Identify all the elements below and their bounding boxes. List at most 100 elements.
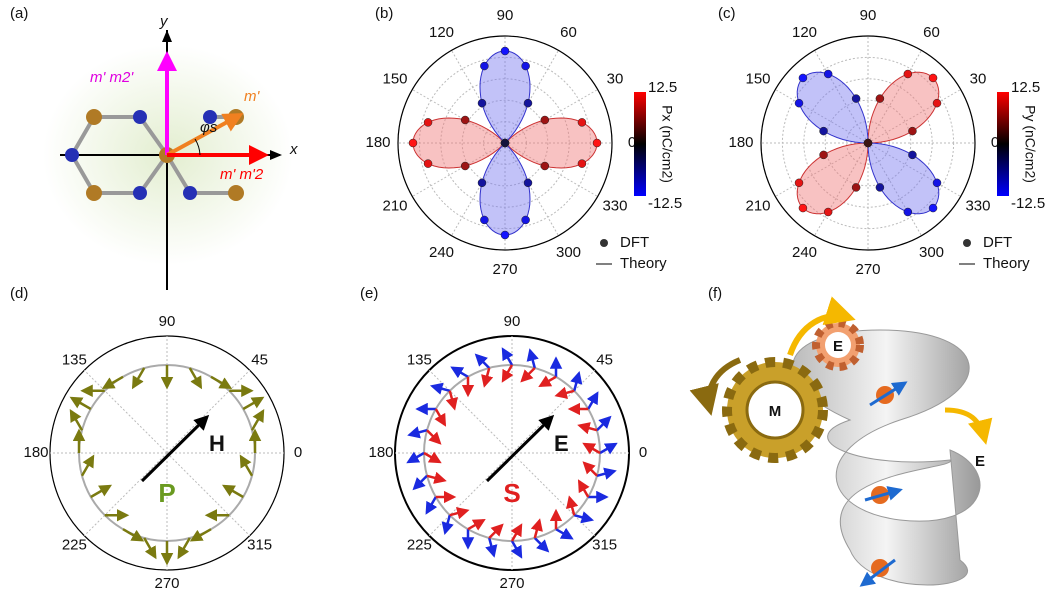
arrow-blue [526, 348, 539, 369]
arrow-red [449, 507, 470, 520]
colorbar [997, 92, 1009, 196]
angle-tick-label: 45 [596, 351, 613, 368]
dft-point [863, 138, 873, 148]
grid-line [412, 142, 506, 197]
arrow-red [510, 523, 523, 542]
arrow [143, 537, 157, 560]
angle-tick-label: 270 [499, 575, 524, 592]
dft-point [480, 215, 489, 225]
arrow-red [467, 518, 486, 531]
grid-line [166, 452, 251, 537]
arrow [239, 454, 254, 477]
grid-line [511, 452, 596, 537]
dft-point [577, 118, 587, 127]
grid-ring [824, 99, 912, 187]
panel-label: (a) [10, 5, 28, 22]
symmetry-label: m' [244, 88, 260, 105]
angle-tick-label: 210 [745, 197, 770, 214]
legend-dot [600, 239, 608, 247]
angle-tick-label: 0 [628, 134, 636, 151]
dft-point [851, 183, 861, 192]
colorbar-title: Px (nC/cm2) [659, 105, 675, 183]
angle-tick-label: 0 [639, 444, 647, 461]
dft-point [819, 126, 828, 136]
polar-panel_d: 0 45 90 135 180 225 270 315 [23, 313, 302, 592]
legend-dot [963, 239, 971, 247]
angle-tick-label: 150 [745, 70, 770, 87]
polar-panel_c: 0 30 60 90 120 150 180 210 240 270 300 330 [728, 7, 999, 278]
field-arrow [140, 414, 210, 483]
grid-line [83, 452, 168, 537]
grid-line [867, 142, 961, 197]
panel-f: (f) M E E [689, 285, 993, 587]
dft-point [928, 203, 938, 213]
grid-line [775, 142, 869, 197]
angle-tick-label: 90 [504, 313, 521, 330]
field-label: E [554, 431, 569, 456]
panel-label: (b) [375, 5, 393, 22]
dft-point [477, 98, 487, 108]
arrow-red [582, 442, 601, 455]
arrow [250, 409, 265, 431]
grid-line [428, 369, 513, 454]
axis-label: y [159, 13, 169, 30]
grid-line [775, 89, 869, 144]
panel-label: (f) [708, 285, 722, 302]
angle-tick-label: 180 [728, 134, 753, 151]
arrow-blue [441, 514, 454, 536]
arrow [242, 396, 265, 411]
field-arrow [485, 414, 555, 483]
arrow-red [530, 518, 543, 539]
dft-point [875, 94, 885, 103]
arrow-red [426, 429, 442, 445]
angle-tick-label: 240 [792, 244, 817, 261]
angle-tick-label: 330 [965, 197, 990, 214]
angle-tick-label: 150 [382, 70, 407, 87]
arrow-red [566, 495, 579, 516]
dft-point [798, 203, 808, 213]
arrow-blue [406, 451, 425, 464]
arrow [210, 375, 233, 390]
arrow-blue [570, 370, 583, 392]
grid-line [451, 142, 506, 236]
arrow [90, 484, 113, 499]
dft-point [875, 183, 885, 192]
grid-line [867, 50, 922, 144]
angle-tick-label: 270 [855, 261, 880, 278]
dft-point [523, 178, 533, 188]
angle-tick-label: 60 [560, 24, 577, 41]
polar-frame [760, 35, 976, 251]
dft-point [798, 73, 808, 83]
angle-tick-label: 315 [592, 537, 617, 554]
colorbar-title: Py (nC/cm2) [1022, 105, 1038, 183]
symmetry-label: m' m'2 [220, 166, 264, 183]
arrow-blue [474, 353, 491, 369]
grid-ring [461, 99, 549, 187]
angle-tick-label: 330 [602, 197, 627, 214]
angle-tick-label: 300 [919, 244, 944, 261]
dft-point [823, 207, 833, 217]
arrow-blue [425, 496, 438, 515]
arrow-blue [596, 415, 612, 432]
arrow [131, 367, 146, 390]
arrow [188, 367, 203, 390]
dft-point [794, 98, 804, 108]
arrow-blue [586, 391, 599, 410]
dft-point [819, 150, 828, 160]
arrow-red [434, 408, 447, 427]
dft-point [423, 118, 433, 127]
arrow [221, 484, 244, 499]
arrow-red [582, 461, 598, 477]
arrow-red [445, 390, 458, 411]
angle-tick-label: 240 [429, 244, 454, 261]
colorbar [634, 92, 646, 196]
angle-tick-label: 0 [991, 134, 999, 151]
angle-tick-label: 135 [62, 351, 87, 368]
arrow-blue [485, 537, 498, 558]
arrow-blue [573, 511, 595, 524]
angle-tick-label: 30 [970, 70, 987, 87]
colorbar-max: 12.5 [1011, 79, 1040, 96]
polar-frame [397, 35, 613, 251]
dft-point [851, 94, 861, 103]
angle-tick-label: 60 [923, 24, 940, 41]
